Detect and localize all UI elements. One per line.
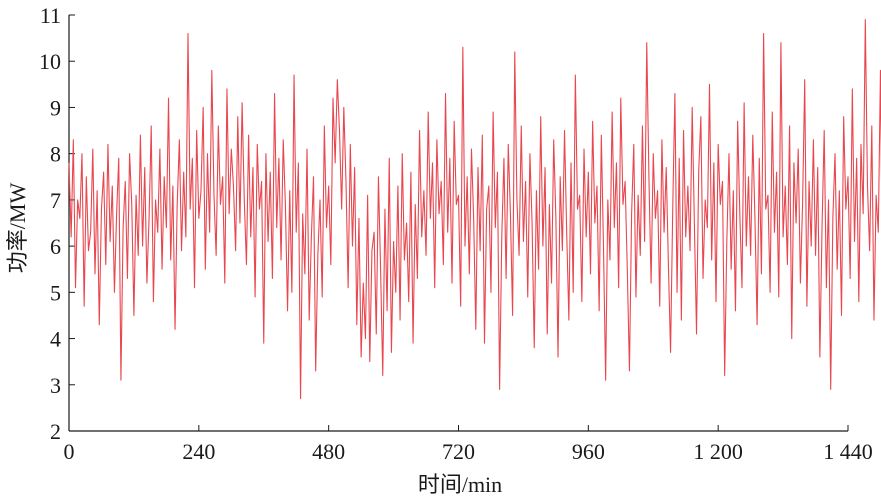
x-tick-label: 480 xyxy=(312,439,345,464)
power-series-line xyxy=(68,19,881,400)
x-axis-title: 时间/min xyxy=(418,472,502,497)
y-tick-label: 4 xyxy=(50,327,61,352)
axis-ticks xyxy=(68,14,849,432)
y-tick-label: 11 xyxy=(40,3,61,28)
y-tick-label: 10 xyxy=(39,49,61,74)
y-tick-label: 2 xyxy=(50,419,61,444)
y-tick-label: 6 xyxy=(50,234,61,259)
y-tick-label: 9 xyxy=(50,95,61,120)
x-tick-label: 1 200 xyxy=(693,439,743,464)
y-axis-title: 功率/MW xyxy=(5,183,30,274)
y-tick-label: 5 xyxy=(50,280,61,305)
y-tick-label: 7 xyxy=(50,188,61,213)
x-tick-label: 1 440 xyxy=(823,439,873,464)
y-tick-label: 3 xyxy=(50,373,61,398)
x-tick-label: 960 xyxy=(572,439,605,464)
series-lines xyxy=(68,19,881,400)
tick-labels: 2 3 4 5 6 7 8 9 10 11 0 240 480 720 960 1 200 1 440 xyxy=(39,3,873,464)
x-tick-label: 720 xyxy=(442,439,475,464)
x-tick-label: 240 xyxy=(182,439,215,464)
y-tick-label: 8 xyxy=(50,142,61,167)
x-tick-label: 0 xyxy=(64,439,75,464)
